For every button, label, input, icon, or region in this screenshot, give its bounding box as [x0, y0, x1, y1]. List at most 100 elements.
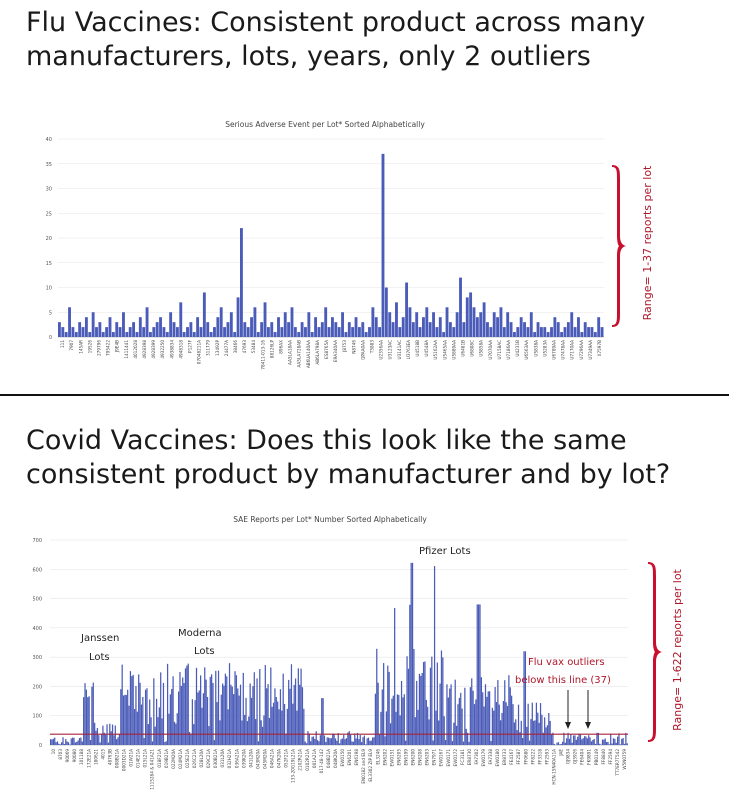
covid-bar — [330, 738, 332, 745]
flu-bar — [270, 322, 274, 337]
flu-bar — [492, 312, 496, 337]
flu-x-tick-label: 4012028 — [133, 340, 138, 359]
covid-x-tick-label: EN6198 — [354, 749, 359, 766]
covid-bar — [132, 674, 134, 745]
covid-x-tick-label: FK9891 — [587, 749, 592, 765]
flu-bar — [216, 317, 220, 337]
covid-x-tick-label: 045M20A — [262, 749, 267, 769]
covid-bar — [345, 738, 348, 745]
covid-x-tick-label: 90080 — [72, 749, 77, 763]
flu-x-tick-label: 78411-013-16 — [260, 340, 265, 370]
covid-bar — [205, 679, 207, 745]
covid-x-tick-label: 48763B — [107, 749, 112, 765]
flu-bar — [250, 317, 253, 337]
covid-bar — [572, 735, 575, 745]
flu-x-tick-label: U4518B — [415, 340, 420, 357]
covid-bar — [483, 706, 485, 745]
covid-bar — [231, 686, 233, 745]
covid-bar — [91, 686, 93, 745]
flu-bar — [536, 322, 540, 337]
covid-bar — [563, 732, 565, 745]
flu-x-tick-label: J9E4B — [115, 340, 120, 353]
covid-bar — [545, 727, 547, 745]
covid-bar — [318, 741, 320, 745]
covid-bar — [376, 648, 378, 745]
covid-bar — [323, 735, 326, 745]
covid-bar — [541, 714, 543, 745]
flu-bar — [398, 327, 402, 337]
covid-bar — [230, 684, 232, 745]
covid-bar — [599, 743, 601, 745]
flu-bar — [155, 322, 159, 337]
covid-x-tick-label: 018F21A — [157, 749, 162, 768]
flu-bar — [435, 327, 439, 337]
covid-bar — [460, 692, 462, 745]
flu-bar — [523, 322, 526, 337]
flu-x-tick-label: U5858A — [479, 340, 484, 357]
covid-bar — [585, 736, 587, 745]
flu-bar — [128, 327, 132, 337]
covid-bar — [129, 671, 132, 745]
outlier-arrows — [565, 690, 591, 729]
flu-y-tick-label: 40 — [46, 137, 52, 143]
covid-bar — [586, 738, 588, 745]
covid-x-tick-label: ER8730 — [467, 749, 472, 766]
covid-bar — [300, 668, 302, 745]
flu-chart: Serious Adverse Event per Lot* Sorted Al… — [46, 120, 654, 370]
covid-bar — [255, 719, 257, 745]
flu-x-tick-label: AA5LA728AB — [297, 340, 302, 368]
flu-bar — [455, 312, 459, 337]
flu-bar — [142, 327, 146, 337]
covid-bar — [179, 672, 181, 745]
covid-x-tick-label: ER8733 — [502, 749, 507, 766]
flu-bar — [415, 312, 419, 337]
covid-bar — [96, 728, 99, 745]
flu-x-tick-label: U7296AA — [579, 340, 584, 360]
covid-bar — [183, 683, 185, 745]
flu-chart-title: Serious Adverse Event per Lot* Sorted Al… — [225, 120, 425, 129]
flu-x-tick-label: 53484 — [251, 340, 256, 354]
flu-x-tick-label: U6563AA — [524, 340, 529, 360]
covid-bar — [622, 738, 624, 745]
covid-bar — [66, 741, 68, 745]
covid-bar — [524, 651, 527, 745]
covid-bar — [160, 672, 162, 745]
flu-bar — [91, 312, 95, 337]
covid-x-tick-label: FF2593 — [544, 749, 549, 765]
flu-bar — [145, 307, 149, 337]
covid-bar — [107, 742, 110, 745]
flu-range-label: Range= 1-37 reports per lot — [641, 165, 654, 320]
covid-bar — [293, 684, 295, 745]
flu-bar — [152, 327, 156, 337]
covid-x-tick-label: FF0680 — [523, 749, 528, 765]
flu-bar — [125, 332, 129, 337]
covid-bar — [487, 691, 489, 745]
covid-bar — [355, 738, 357, 745]
flu-bar — [199, 327, 203, 337]
moderna-lots-label: Moderna — [178, 628, 222, 639]
flu-bar — [61, 327, 65, 337]
covid-bar — [333, 734, 335, 745]
covid-x-tick-label: FE4167 — [509, 749, 514, 765]
covid-bar — [257, 741, 260, 745]
covid-bar — [593, 738, 595, 745]
covid-x-tick-label: PB0149 — [594, 749, 599, 765]
covid-bar — [607, 741, 609, 745]
covid-bar — [484, 684, 487, 745]
covid-bar — [482, 692, 484, 745]
covid-bar — [413, 648, 415, 745]
covid-bar — [173, 721, 176, 745]
covid-bar — [120, 689, 122, 745]
covid-bar — [416, 680, 418, 745]
flu-x-tick-label: 145AR — [78, 340, 83, 354]
covid-x-tick-label: 0102R21A — [305, 749, 310, 771]
covid-x-tick-label: 032H21A — [227, 749, 232, 768]
flu-bar — [266, 327, 270, 337]
flu-x-tick-label: AB6LA798A — [315, 340, 320, 365]
covid-x-tick-label: EW0171 — [446, 749, 451, 767]
covid-x-tick-label: 052F21A — [284, 749, 289, 768]
covid-bar — [561, 741, 564, 745]
covid-bar — [166, 663, 169, 745]
covid-bar — [307, 731, 309, 745]
covid-bar — [113, 735, 115, 745]
